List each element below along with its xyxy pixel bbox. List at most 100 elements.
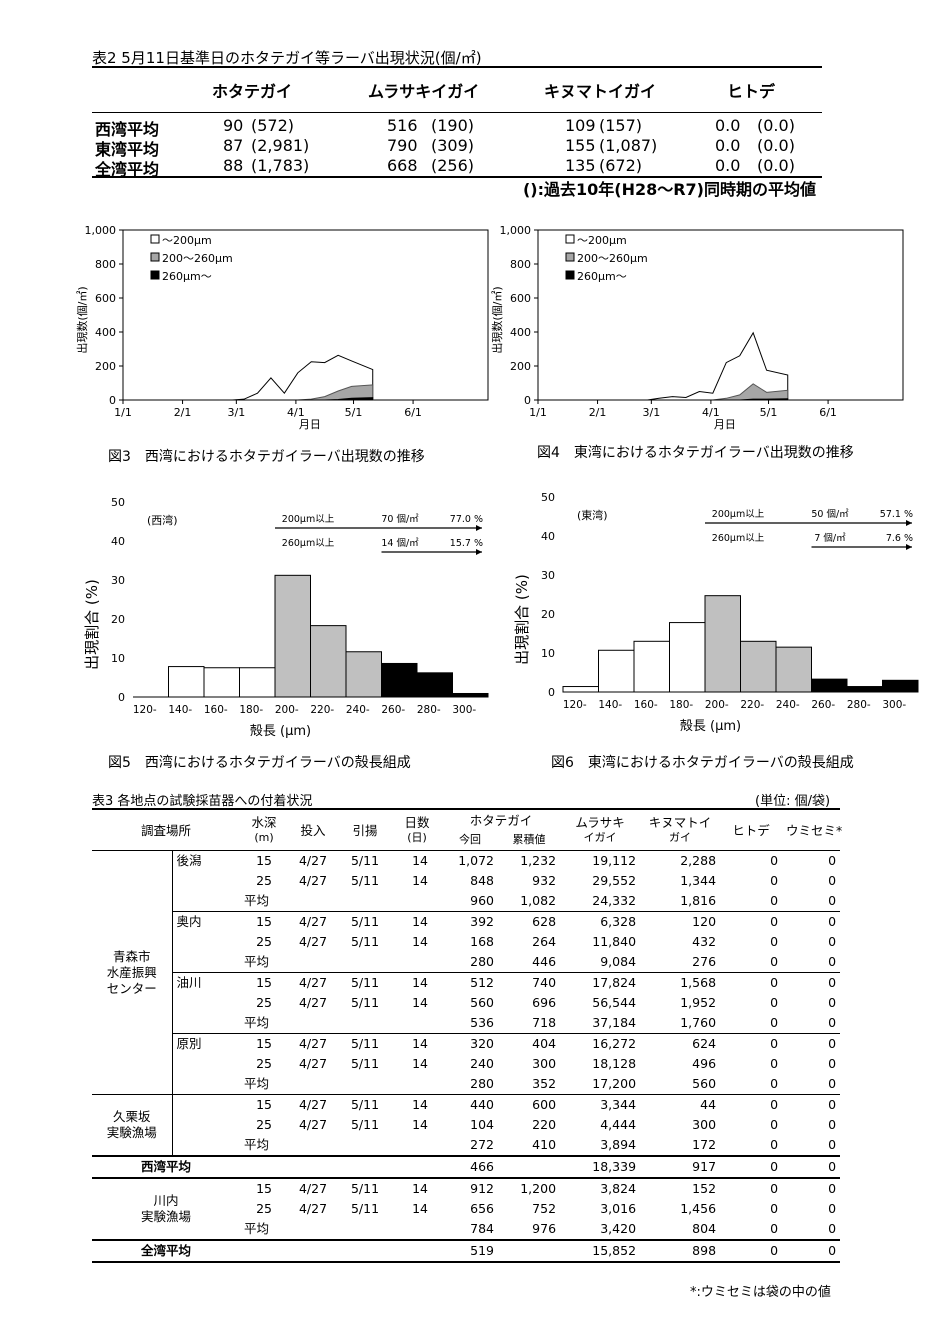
cell-in: 4/27 xyxy=(288,1033,339,1054)
cell-umisemi: 0 xyxy=(782,850,841,871)
table-row: 平均 784 976 3,420 804 0 0 xyxy=(92,1219,840,1240)
cell-hitode: 0 xyxy=(770,1201,779,1216)
cell-cumulative: 446 xyxy=(532,954,557,969)
cell-out: 5/11 xyxy=(350,1056,380,1071)
cell-current: 1,072 xyxy=(442,850,499,871)
cell-days xyxy=(392,1135,442,1156)
cell-out: 5/11 xyxy=(338,1177,393,1199)
table2-cell-hitode: 0.0 xyxy=(715,156,741,175)
bar xyxy=(416,672,453,698)
header-line: (m) xyxy=(254,831,274,844)
cell-murasaki: 3,016 xyxy=(600,1201,637,1216)
table2-bottom-rule xyxy=(92,176,822,178)
cell-in: 4/27 xyxy=(288,1094,339,1115)
cell-murasaki: 3,420 xyxy=(600,1221,637,1236)
fig4-caption: 図4 東湾におけるホタテガイラーバ出現数の推移 xyxy=(537,445,854,461)
cell-out xyxy=(338,891,392,912)
cell-current: 168 xyxy=(470,934,495,949)
bar xyxy=(562,686,599,693)
header-murasaki: ムラサキ イガイ xyxy=(560,808,641,851)
table2-cell-kinuma: 135 xyxy=(565,156,596,175)
cell-depth: 平均 xyxy=(244,1015,270,1030)
empty-cell xyxy=(288,1239,339,1263)
cell-days: 14 xyxy=(412,934,429,949)
annotation-label: 260μm以上 xyxy=(282,538,335,549)
x-tick-label: 2/1 xyxy=(174,406,192,419)
cell-murasaki: 16,272 xyxy=(560,1033,641,1054)
header-hotate: ホタテガイ xyxy=(442,808,561,830)
cell-umisemi: 0 xyxy=(828,1221,837,1236)
all-average-row: 全湾平均 519 15,852 898 0 0 xyxy=(92,1239,841,1263)
panel-label: (東湾) xyxy=(577,508,608,522)
cell-umisemi: 0 xyxy=(782,1094,841,1115)
west-shell-length-chart: 0 10 20 30 40 50 120- 140- 160- 180- 200- 220- 240- 2… xyxy=(83,496,489,739)
header-depth: 水深 (m) xyxy=(240,808,289,851)
annotation-arrow-head xyxy=(906,544,912,550)
cell-umisemi: 0 xyxy=(782,1177,841,1199)
y-tick-label: 1,000 xyxy=(85,224,117,237)
cell-hitode: 0 xyxy=(720,1239,783,1263)
legend-label: ～200μm xyxy=(577,234,627,247)
annotation-count: 70 個/㎡ xyxy=(381,513,419,525)
x-tick-label: 160- xyxy=(204,704,228,716)
table2-cell-hitode-avg: (0.0) xyxy=(757,116,795,135)
cell-out: 5/11 xyxy=(338,1033,393,1054)
table2-cell-hitode: 0.0 xyxy=(715,136,741,155)
x-tick-label: 300- xyxy=(452,704,476,716)
cell-current: 848 xyxy=(470,873,495,888)
table2-cell-hitode-avg: (0.0) xyxy=(757,136,795,155)
cell-days: 14 xyxy=(392,1177,443,1199)
table-row: 平均 280 352 17,200 560 0 0 xyxy=(92,1074,840,1095)
x-tick-label: 4/1 xyxy=(287,406,305,419)
legend-label: 260μm～ xyxy=(577,270,627,283)
y-tick-label: 40 xyxy=(111,535,125,548)
cell-cumulative: 752 xyxy=(532,1201,557,1216)
cell-hitode: 0 xyxy=(770,873,779,888)
x-tick-label: 240- xyxy=(346,704,370,716)
cell-current: 960 xyxy=(470,893,495,908)
table2-cell-hotate-avg: (1,783) xyxy=(251,156,310,175)
cell-hitode: 0 xyxy=(770,1076,779,1091)
table-row: 川内 実験漁場 15 4/27 5/11 14 912 1,200 3,824 152 0 0 xyxy=(92,1177,841,1240)
cell-umisemi: 0 xyxy=(782,1033,841,1054)
cell-depth: 平均 xyxy=(244,1076,270,1091)
empty-cell xyxy=(240,1239,289,1263)
table2-cell-murasaki-avg: (309) xyxy=(431,136,475,155)
header-line: 水深 xyxy=(251,815,277,830)
empty-cell xyxy=(288,1155,339,1179)
cell-umisemi: 0 xyxy=(828,873,837,888)
annotation-pct: 57.1 % xyxy=(880,509,913,520)
cell-cumulative: 1,200 xyxy=(498,1177,561,1199)
y-tick-label: 40 xyxy=(541,530,555,543)
cell-umisemi: 0 xyxy=(828,995,837,1010)
bar xyxy=(846,686,883,693)
legend-swatch xyxy=(150,234,160,244)
cell-cumulative: 300 xyxy=(532,1056,557,1071)
cell-current: 280 xyxy=(470,954,495,969)
x-tick-label: 140- xyxy=(598,699,622,711)
x-tick-label: 1/1 xyxy=(114,406,132,419)
cell-in: 4/27 xyxy=(298,873,328,888)
group-name-line: 実験漁場 xyxy=(141,1209,192,1224)
cell-current: 466 xyxy=(442,1155,499,1179)
site-name: 後潟 xyxy=(171,850,241,912)
cell-umisemi: 0 xyxy=(828,1056,837,1071)
cell-days xyxy=(392,1219,442,1240)
x-tick-label: 140- xyxy=(168,704,192,716)
header-days: 日数 (日) xyxy=(392,808,443,851)
cell-cumulative: 628 xyxy=(498,911,561,932)
table2-cell-label: 西湾平均 xyxy=(95,120,160,139)
cell-days: 14 xyxy=(392,1094,443,1115)
y-tick-label: 800 xyxy=(95,258,116,271)
cell-cumulative: 718 xyxy=(532,1015,557,1030)
legend-label: 200～260μm xyxy=(162,252,233,265)
table-row: 25 4/27 5/11 14 560 696 56,544 1,952 0 0 xyxy=(92,993,840,1013)
cell-in: 4/27 xyxy=(298,1056,328,1071)
header-umisemi: ウミセミ* xyxy=(782,808,842,851)
cell-cumulative: 404 xyxy=(498,1033,561,1054)
x-tick-label: 5/1 xyxy=(345,406,363,419)
x-tick-label: 3/1 xyxy=(642,406,660,419)
cell-hitode: 0 xyxy=(770,954,779,969)
empty-cell xyxy=(338,1239,393,1263)
table-row: 25 4/27 5/11 14 656 752 3,016 1,456 0 0 xyxy=(92,1199,840,1219)
